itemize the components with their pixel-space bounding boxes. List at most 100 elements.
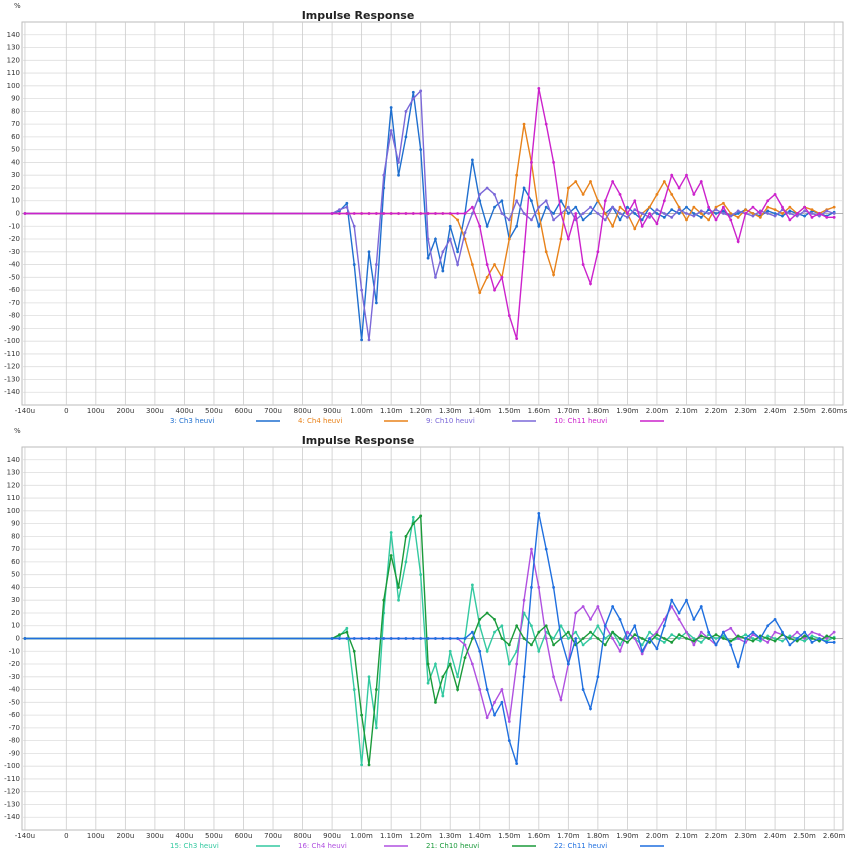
data-point	[633, 199, 637, 203]
y-tick-label: 10	[11, 197, 20, 205]
data-point	[559, 698, 563, 702]
data-point	[478, 649, 482, 653]
data-point	[426, 637, 430, 640]
data-point	[441, 250, 445, 254]
data-point	[589, 707, 592, 711]
x-tick-label: 2.50m	[793, 407, 816, 415]
y-tick-label: 0	[16, 635, 20, 643]
y-tick-label: -10	[9, 222, 20, 230]
data-point	[522, 637, 526, 640]
data-point	[766, 634, 770, 638]
data-point	[736, 240, 740, 243]
y-tick-label: 100	[7, 82, 20, 90]
x-tick-label: 800u	[294, 832, 312, 840]
data-point	[411, 97, 415, 100]
x-tick-label: 1.10m	[380, 832, 403, 840]
data-point	[692, 643, 696, 647]
x-tick-label: 900u	[323, 407, 341, 415]
data-point	[434, 275, 437, 279]
data-point	[544, 122, 548, 126]
y-tick-label: 110	[7, 69, 20, 77]
data-point	[581, 212, 585, 215]
y-tick-label: -120	[4, 788, 20, 796]
chart-title: Impulse Response	[302, 9, 415, 22]
y-tick-label: 20	[11, 609, 20, 617]
data-point	[758, 637, 762, 640]
data-point	[685, 598, 688, 602]
data-point	[419, 148, 423, 152]
data-point	[360, 212, 364, 215]
data-point	[404, 135, 408, 139]
data-point	[456, 218, 460, 222]
data-point	[522, 675, 526, 679]
data-point	[426, 681, 430, 685]
data-point	[345, 212, 349, 215]
legend-label: 4: Ch4 heuvi	[298, 417, 342, 425]
data-point	[810, 640, 814, 644]
data-point	[699, 180, 703, 183]
data-point	[559, 212, 563, 215]
data-point	[456, 675, 460, 679]
data-point	[397, 598, 400, 602]
data-point	[721, 637, 725, 640]
data-point	[751, 637, 755, 640]
data-point	[470, 205, 474, 209]
x-tick-label: 100u	[87, 407, 105, 415]
data-point	[825, 634, 829, 638]
data-point	[773, 637, 777, 640]
y-tick-label: -90	[9, 324, 20, 332]
data-point	[448, 224, 452, 228]
data-point	[507, 739, 511, 743]
data-point	[662, 180, 666, 183]
data-point	[817, 212, 821, 215]
data-point	[23, 212, 27, 215]
data-point	[685, 218, 688, 222]
data-point	[670, 640, 674, 644]
data-point	[478, 291, 482, 295]
data-point	[470, 263, 474, 266]
data-point	[552, 586, 555, 589]
data-point	[530, 643, 533, 647]
data-point	[397, 173, 400, 177]
y-tick-label: -100	[4, 337, 20, 345]
x-tick-label: 1.70m	[557, 832, 580, 840]
data-point	[500, 199, 504, 203]
data-point	[640, 218, 644, 222]
x-tick-label: 2.50m	[793, 832, 816, 840]
data-point	[670, 173, 674, 177]
data-point	[360, 637, 364, 640]
data-point	[596, 250, 600, 254]
legend-label: 3: Ch3 heuvi	[170, 417, 214, 425]
y-axis-label: %	[14, 2, 21, 10]
x-tick-label: 2.60ms	[821, 407, 847, 415]
data-point	[367, 637, 371, 640]
data-point	[670, 208, 674, 212]
data-point	[537, 649, 541, 653]
data-point	[670, 215, 674, 219]
data-point	[640, 643, 644, 647]
data-point	[773, 208, 777, 212]
data-point	[470, 212, 474, 215]
x-tick-label: 2.10m	[675, 407, 698, 415]
data-point	[515, 762, 519, 766]
y-tick-label: -100	[4, 762, 20, 770]
data-point	[655, 630, 659, 634]
y-tick-label: -140	[4, 388, 20, 396]
data-point	[618, 212, 622, 215]
data-point	[470, 637, 474, 640]
data-point	[434, 637, 437, 640]
data-point	[773, 639, 777, 643]
x-tick-label: 1.10m	[380, 407, 403, 415]
data-point	[803, 630, 807, 634]
data-point	[448, 212, 452, 215]
x-tick-label: 1.20m	[409, 832, 432, 840]
data-point	[662, 640, 666, 644]
data-point	[788, 218, 792, 222]
data-point	[648, 215, 651, 219]
data-point	[500, 637, 504, 640]
data-point	[781, 212, 784, 215]
data-point	[441, 675, 445, 679]
data-point	[640, 637, 644, 640]
data-point	[552, 643, 555, 647]
data-point	[345, 205, 349, 209]
